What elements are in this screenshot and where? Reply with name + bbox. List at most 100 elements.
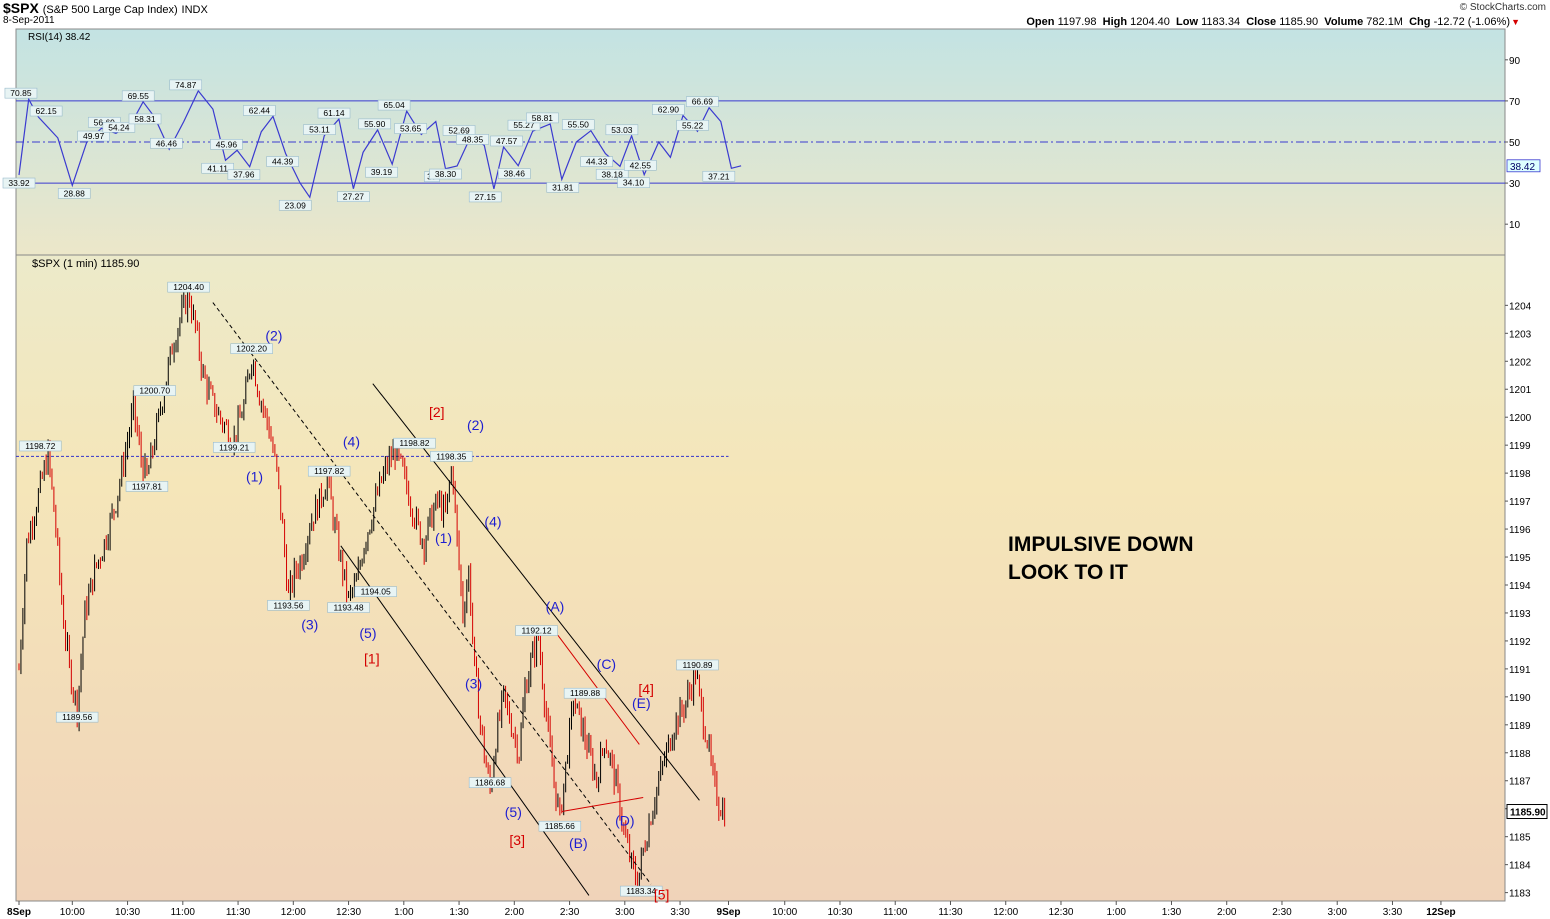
price-label-box	[307, 465, 351, 477]
rsi-tick-label: 90	[1509, 56, 1521, 67]
rsi-label-text: 41.11	[207, 163, 228, 173]
wave-label: (E)	[632, 695, 651, 711]
rsi-label-text: 65.04	[383, 100, 405, 110]
price-tick-label: 1203	[1509, 329, 1532, 340]
rsi-label-box	[580, 156, 613, 167]
rsi-tick-label: 30	[1509, 179, 1521, 190]
wave-label: [2]	[429, 404, 445, 420]
rsi-value-label: 55.90	[358, 118, 392, 130]
wave-label: (3)	[301, 617, 318, 633]
rsi-label-text: 39.19	[371, 167, 393, 177]
price-value-label: 1199.21	[212, 441, 256, 453]
rsi-value-label: 62.15	[29, 105, 63, 117]
rsi-label-box	[102, 121, 136, 133]
rsi-label-text: 55.90	[364, 119, 386, 129]
x-tick-label: 10:30	[115, 907, 140, 918]
x-tick-label: 11:00	[883, 907, 908, 918]
rsi-label-text: 53.11	[309, 125, 330, 135]
close-label: Close	[1246, 16, 1277, 28]
rsi-value-label: 48.35	[456, 134, 489, 145]
x-tick-label: 11:00	[171, 907, 196, 918]
rsi-label-text: 34.10	[623, 178, 645, 188]
annotation-text: IMPULSIVE DOWN	[1008, 533, 1194, 556]
rsi-label-text: 66.69	[692, 97, 714, 107]
price-label-text: 1204.40	[173, 282, 204, 292]
rsi-label-box	[121, 90, 155, 102]
rsi-value-label: 38.18	[595, 168, 629, 180]
rsi-value-label: 47.57	[490, 135, 523, 147]
rsi-value-label: 66.69	[686, 96, 719, 108]
price-label-text: 1200.70	[139, 386, 170, 396]
rsi-value-label: 37.96	[227, 169, 261, 181]
price-label-text: 1202.20	[236, 344, 267, 354]
rsi-label-box	[507, 119, 541, 131]
rsi-label-text: 33.92	[8, 178, 30, 188]
x-tick-label: 3:30	[670, 907, 690, 918]
price-value-label: 1198.82	[393, 437, 436, 449]
rsi-label-box	[490, 135, 523, 147]
price-label-text: 1197.82	[314, 466, 344, 476]
price-value-label: 1193.56	[267, 599, 310, 611]
wave-label: (5)	[505, 804, 522, 820]
x-tick-label: 3:00	[615, 907, 635, 918]
rsi-label-box	[456, 134, 489, 145]
rsi-value-label: 41.11	[201, 162, 235, 174]
rsi-label-box	[617, 177, 650, 188]
rsi-value-label: 53.65	[394, 123, 427, 134]
rsi-label-text: 62.90	[658, 104, 680, 114]
price-tick-label: 1192	[1509, 637, 1531, 648]
price-tick-label: 1183	[1509, 889, 1531, 900]
x-tick-label: 12Sep	[1426, 907, 1455, 918]
x-tick-label: 12:30	[1048, 907, 1073, 918]
wave-label: (D)	[615, 812, 634, 828]
rsi-label-text: 37.21	[708, 171, 730, 181]
price-label-text: 1186.68	[475, 778, 505, 788]
price-last-value: 1185.90	[1510, 808, 1546, 819]
x-tick-label: 1:30	[1162, 907, 1182, 918]
wave-label: (4)	[343, 434, 360, 450]
rsi-label-box	[377, 99, 411, 111]
rsi-label-text: 52.69	[448, 125, 470, 135]
price-tick-label: 1184	[1509, 861, 1531, 872]
wave-label: (5)	[359, 625, 376, 641]
price-tick-label: 1194	[1509, 581, 1531, 592]
price-tick-label: 1193	[1509, 609, 1531, 620]
rsi-label-box	[676, 119, 709, 131]
rsi-value-label: 34.10	[617, 177, 650, 188]
rsi-value-label: 49.97	[77, 130, 110, 142]
price-tick-label: 1190	[1509, 693, 1531, 704]
rsi-label-text: 53.03	[611, 125, 633, 135]
trendline	[212, 302, 652, 885]
rsi-line	[18, 89, 742, 199]
rsi-label-box	[337, 191, 370, 202]
price-value-label: 1200.70	[133, 385, 176, 396]
price-last-value-box	[1506, 804, 1548, 820]
price-label-text: 1197.81	[132, 481, 162, 491]
rsi-panel-bg	[15, 28, 1506, 256]
rsi-label-text: 61.14	[323, 108, 345, 118]
price-label-text: 1194.05	[361, 587, 391, 597]
rsi-label-box	[278, 199, 312, 211]
rsi-label-box	[365, 166, 398, 178]
price-label-box	[267, 599, 310, 611]
rsi-value-label: 42.55	[624, 160, 657, 171]
price-tick-label: 1191	[1509, 665, 1531, 676]
price-value-label: 1183.34	[620, 885, 663, 897]
rsi-label-text: 38.30	[435, 169, 457, 179]
price-label-box	[19, 440, 62, 452]
price-label-text: 1190.89	[682, 660, 712, 670]
rsi-label-box	[227, 169, 261, 181]
trendline	[561, 797, 644, 813]
price-value-label: 1185.66	[538, 820, 582, 832]
rsi-value-label: 46.46	[150, 137, 183, 149]
rsi-label-text: 45.96	[216, 139, 238, 149]
rsi-label-text: 38.46	[504, 169, 526, 179]
rsi-label-text: 27.27	[343, 192, 365, 202]
rsi-label-text: 38.18	[602, 169, 624, 179]
open-value: 1197.98	[1057, 16, 1097, 28]
price-label-box	[167, 281, 210, 293]
x-tick-label: 1:00	[1106, 907, 1126, 918]
rsi-label-text: 62.44	[249, 105, 271, 115]
rsi-label-text: 31.81	[552, 182, 574, 192]
low-label: Low	[1176, 16, 1199, 28]
